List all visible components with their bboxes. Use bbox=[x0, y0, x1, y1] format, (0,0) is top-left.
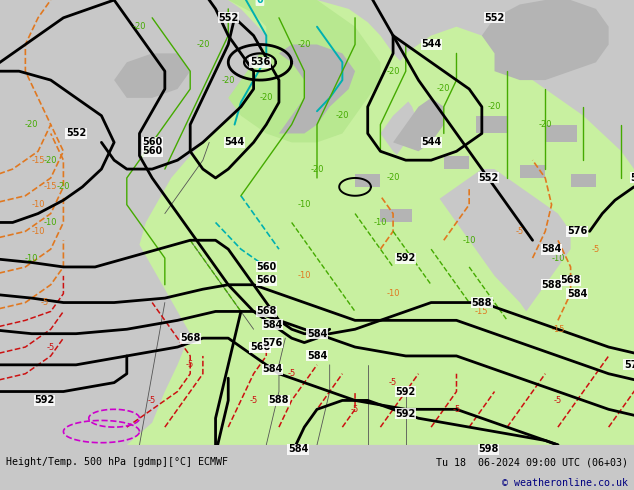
Text: -5: -5 bbox=[40, 298, 49, 307]
Text: 568: 568 bbox=[180, 333, 200, 343]
Text: 552: 552 bbox=[484, 13, 505, 23]
Text: 598: 598 bbox=[478, 444, 498, 454]
Text: -10: -10 bbox=[31, 227, 45, 236]
Text: -5: -5 bbox=[287, 369, 296, 378]
Text: 568: 568 bbox=[250, 342, 270, 352]
Text: 584: 584 bbox=[567, 289, 587, 298]
Text: 584: 584 bbox=[262, 364, 283, 374]
Text: 560: 560 bbox=[256, 275, 276, 285]
Text: 552: 552 bbox=[66, 128, 86, 139]
Text: 588: 588 bbox=[269, 395, 289, 405]
Text: -20: -20 bbox=[221, 75, 235, 85]
Text: 536: 536 bbox=[250, 57, 270, 67]
Text: 592: 592 bbox=[396, 409, 416, 419]
Text: -5: -5 bbox=[452, 405, 461, 414]
Text: -20: -20 bbox=[386, 67, 400, 75]
Text: 552: 552 bbox=[478, 173, 498, 183]
Text: -15: -15 bbox=[44, 182, 58, 192]
Text: -5: -5 bbox=[553, 396, 562, 405]
Text: -20: -20 bbox=[538, 120, 552, 129]
Text: -20: -20 bbox=[297, 40, 311, 49]
Text: -10: -10 bbox=[373, 218, 387, 227]
Text: -5: -5 bbox=[389, 378, 398, 387]
Text: -20: -20 bbox=[196, 40, 210, 49]
Text: 560: 560 bbox=[142, 147, 162, 156]
Text: 568: 568 bbox=[256, 306, 276, 317]
Text: 592: 592 bbox=[396, 253, 416, 263]
Text: 560: 560 bbox=[142, 137, 162, 147]
Text: 568: 568 bbox=[560, 275, 581, 285]
Text: 552: 552 bbox=[630, 173, 634, 183]
Text: -10: -10 bbox=[297, 271, 311, 280]
Text: 584: 584 bbox=[541, 244, 562, 254]
Text: -5: -5 bbox=[351, 405, 359, 414]
Text: Height/Temp. 500 hPa [gdmp][°C] ECMWF: Height/Temp. 500 hPa [gdmp][°C] ECMWF bbox=[6, 457, 228, 467]
Text: -20: -20 bbox=[25, 120, 39, 129]
Text: -5: -5 bbox=[515, 227, 524, 236]
Text: -20: -20 bbox=[44, 156, 58, 165]
Text: 588: 588 bbox=[541, 280, 562, 290]
Text: 544: 544 bbox=[421, 137, 441, 147]
Text: -10: -10 bbox=[25, 253, 39, 263]
Text: 584: 584 bbox=[307, 329, 327, 339]
Text: -10: -10 bbox=[31, 200, 45, 209]
Text: 544: 544 bbox=[421, 40, 441, 49]
Text: -10: -10 bbox=[297, 200, 311, 209]
Text: -10: -10 bbox=[44, 218, 58, 227]
Text: -20: -20 bbox=[133, 22, 146, 31]
Text: 576: 576 bbox=[624, 360, 634, 370]
Text: -10: -10 bbox=[386, 289, 400, 298]
Text: -20: -20 bbox=[56, 182, 70, 192]
Text: 584: 584 bbox=[307, 351, 327, 361]
Text: 560: 560 bbox=[256, 262, 276, 272]
Text: 592: 592 bbox=[396, 387, 416, 396]
Text: -5: -5 bbox=[186, 360, 195, 369]
Text: -5: -5 bbox=[148, 396, 157, 405]
Text: -20: -20 bbox=[259, 94, 273, 102]
Text: 0: 0 bbox=[257, 0, 263, 5]
Text: -5: -5 bbox=[46, 343, 55, 351]
Text: 576: 576 bbox=[567, 226, 587, 236]
Text: 584: 584 bbox=[262, 320, 283, 330]
Text: -5: -5 bbox=[592, 245, 600, 254]
Text: 544: 544 bbox=[224, 137, 245, 147]
Text: 552: 552 bbox=[218, 13, 238, 23]
Text: 584: 584 bbox=[288, 444, 308, 454]
Text: -15: -15 bbox=[551, 325, 565, 334]
Text: -20: -20 bbox=[437, 84, 451, 94]
Text: -20: -20 bbox=[335, 111, 349, 120]
Text: © weatheronline.co.uk: © weatheronline.co.uk bbox=[501, 478, 628, 488]
Text: -20: -20 bbox=[386, 173, 400, 182]
Text: -20: -20 bbox=[488, 102, 501, 111]
Text: -15: -15 bbox=[475, 307, 489, 316]
Text: -5: -5 bbox=[249, 396, 258, 405]
Text: 592: 592 bbox=[34, 395, 55, 405]
Text: Tu 18  06-2024 09:00 UTC (06+03): Tu 18 06-2024 09:00 UTC (06+03) bbox=[436, 457, 628, 467]
Text: 588: 588 bbox=[472, 297, 492, 308]
Text: -10: -10 bbox=[462, 236, 476, 245]
Text: -10: -10 bbox=[551, 253, 565, 263]
Text: -20: -20 bbox=[310, 165, 324, 173]
Text: -15: -15 bbox=[31, 156, 45, 165]
Text: 576: 576 bbox=[262, 338, 283, 347]
